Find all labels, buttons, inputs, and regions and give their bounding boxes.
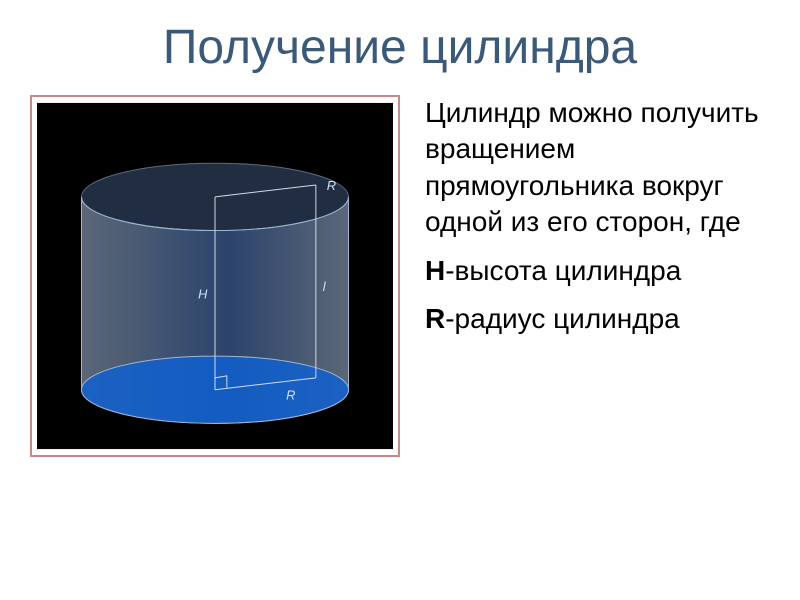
def-r: R-радиус цилиндра	[425, 301, 770, 337]
paragraph: Цилиндр можно получить вращением прямоуг…	[425, 95, 770, 241]
label-r-top: R	[327, 178, 336, 193]
def-h: H-высота цилиндра	[425, 253, 770, 289]
slide: Получение цилиндра	[0, 0, 800, 600]
slide-title: Получение цилиндра	[30, 20, 770, 75]
text-column: Цилиндр можно получить вращением прямоуг…	[425, 95, 770, 349]
label-h: H	[198, 287, 208, 302]
def-h-desc: -высота цилиндра	[445, 255, 681, 286]
def-r-desc: -радиус цилиндра	[445, 303, 680, 334]
def-h-symbol: H	[425, 255, 445, 286]
cylinder-diagram: R R H l	[37, 102, 393, 450]
def-r-symbol: R	[425, 303, 445, 334]
diagram-frame: R R H l	[30, 95, 400, 457]
content-row: R R H l Цилиндр можно получить вращением…	[30, 95, 770, 457]
label-r-bottom: R	[286, 388, 295, 403]
